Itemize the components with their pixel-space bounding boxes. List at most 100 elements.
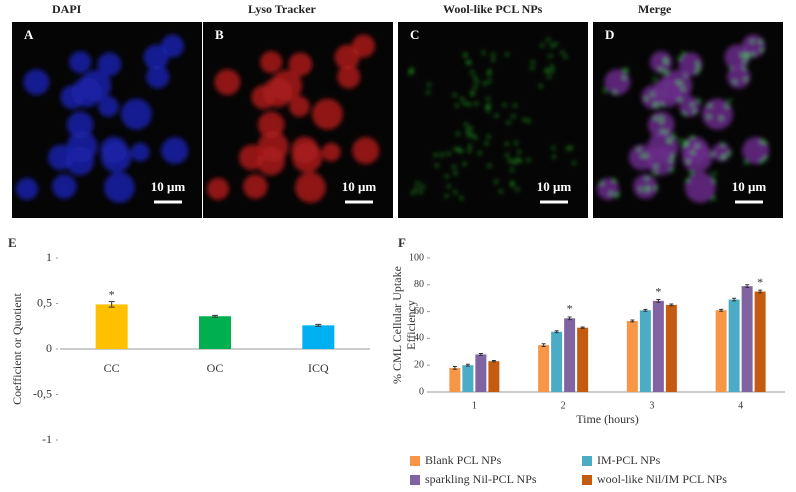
particle bbox=[468, 149, 471, 153]
cell bbox=[101, 142, 132, 173]
particle bbox=[689, 171, 693, 175]
error-bar bbox=[745, 284, 750, 288]
cell bbox=[295, 172, 326, 203]
y-tick-label: 20 bbox=[414, 359, 424, 370]
panel-title: Lyso Tracker bbox=[248, 2, 317, 16]
particle bbox=[527, 158, 531, 162]
particle bbox=[697, 66, 700, 70]
error-bar bbox=[478, 353, 483, 356]
bar bbox=[652, 300, 664, 392]
bar bbox=[488, 361, 500, 392]
cell bbox=[685, 172, 716, 203]
error-bar bbox=[541, 343, 546, 347]
particle bbox=[441, 153, 444, 156]
particle bbox=[464, 123, 468, 126]
y-tick-label: 40 bbox=[414, 333, 424, 344]
particle bbox=[517, 150, 521, 154]
particle bbox=[681, 87, 685, 91]
particle bbox=[671, 155, 675, 158]
particle bbox=[660, 130, 664, 133]
particle bbox=[698, 99, 701, 102]
particle bbox=[728, 151, 732, 155]
error-bar bbox=[315, 323, 322, 327]
particle bbox=[495, 114, 498, 118]
cell bbox=[60, 85, 85, 110]
particle bbox=[707, 115, 711, 119]
bar bbox=[199, 316, 231, 349]
particle bbox=[539, 84, 543, 88]
cell bbox=[260, 51, 283, 74]
cell bbox=[257, 131, 289, 163]
particle bbox=[728, 99, 732, 102]
cell bbox=[97, 52, 122, 77]
cell bbox=[741, 34, 765, 58]
cell bbox=[15, 177, 39, 200]
error-bar bbox=[567, 316, 572, 321]
particle bbox=[550, 44, 554, 47]
particle bbox=[686, 160, 690, 163]
particle bbox=[515, 187, 519, 191]
scale-label: 10 μm bbox=[732, 179, 767, 194]
particle bbox=[531, 66, 534, 70]
cell bbox=[52, 174, 77, 199]
panel-letter: D bbox=[605, 27, 614, 42]
particle bbox=[456, 132, 460, 135]
panel-title: Merge bbox=[638, 2, 672, 16]
bar bbox=[302, 325, 335, 349]
error-bar bbox=[732, 297, 737, 302]
particle bbox=[505, 142, 509, 146]
error-bar bbox=[656, 299, 661, 303]
particle bbox=[519, 159, 522, 163]
particle bbox=[664, 58, 667, 61]
particle bbox=[466, 61, 469, 64]
particle bbox=[513, 104, 517, 107]
particle bbox=[492, 53, 495, 56]
y-tick-label: -0,5 bbox=[33, 386, 52, 400]
cell bbox=[243, 174, 268, 199]
particle bbox=[693, 110, 696, 114]
particle bbox=[411, 191, 415, 195]
particle bbox=[679, 82, 683, 85]
cell bbox=[66, 111, 94, 139]
particle bbox=[615, 194, 619, 197]
y-tick-label: 0 bbox=[46, 341, 52, 355]
particle bbox=[510, 168, 514, 172]
particle bbox=[410, 70, 413, 74]
cells bbox=[15, 34, 189, 203]
cell bbox=[79, 70, 112, 102]
particle bbox=[503, 103, 506, 107]
panel-letter: B bbox=[215, 27, 224, 42]
particle bbox=[445, 175, 449, 178]
particle bbox=[713, 172, 716, 176]
particle bbox=[613, 91, 617, 94]
particle bbox=[550, 65, 554, 68]
cell bbox=[678, 52, 703, 77]
x-tick-label: CC bbox=[104, 361, 120, 375]
particle bbox=[457, 148, 461, 152]
y-axis-label: Coefficient or Quotient bbox=[10, 292, 24, 404]
particle bbox=[746, 53, 750, 57]
particle bbox=[613, 178, 616, 182]
legend-swatch bbox=[582, 456, 592, 466]
particle bbox=[468, 61, 472, 64]
significance: * bbox=[567, 302, 573, 316]
particle bbox=[478, 151, 482, 155]
particle bbox=[434, 153, 438, 157]
particle bbox=[721, 156, 725, 159]
particle bbox=[564, 55, 567, 59]
cell bbox=[682, 142, 713, 173]
legend-swatch bbox=[582, 475, 592, 485]
x-tick-label: ICQ bbox=[308, 361, 329, 375]
particle bbox=[515, 158, 519, 161]
cell bbox=[311, 98, 343, 130]
particle bbox=[488, 80, 491, 83]
cell bbox=[321, 142, 341, 162]
panel-title: DAPI bbox=[52, 2, 82, 16]
particle bbox=[463, 102, 467, 105]
bar bbox=[626, 320, 638, 392]
cell bbox=[742, 137, 770, 165]
cell bbox=[120, 98, 152, 130]
x-tick-label: 2 bbox=[561, 400, 566, 411]
particle bbox=[690, 135, 694, 139]
